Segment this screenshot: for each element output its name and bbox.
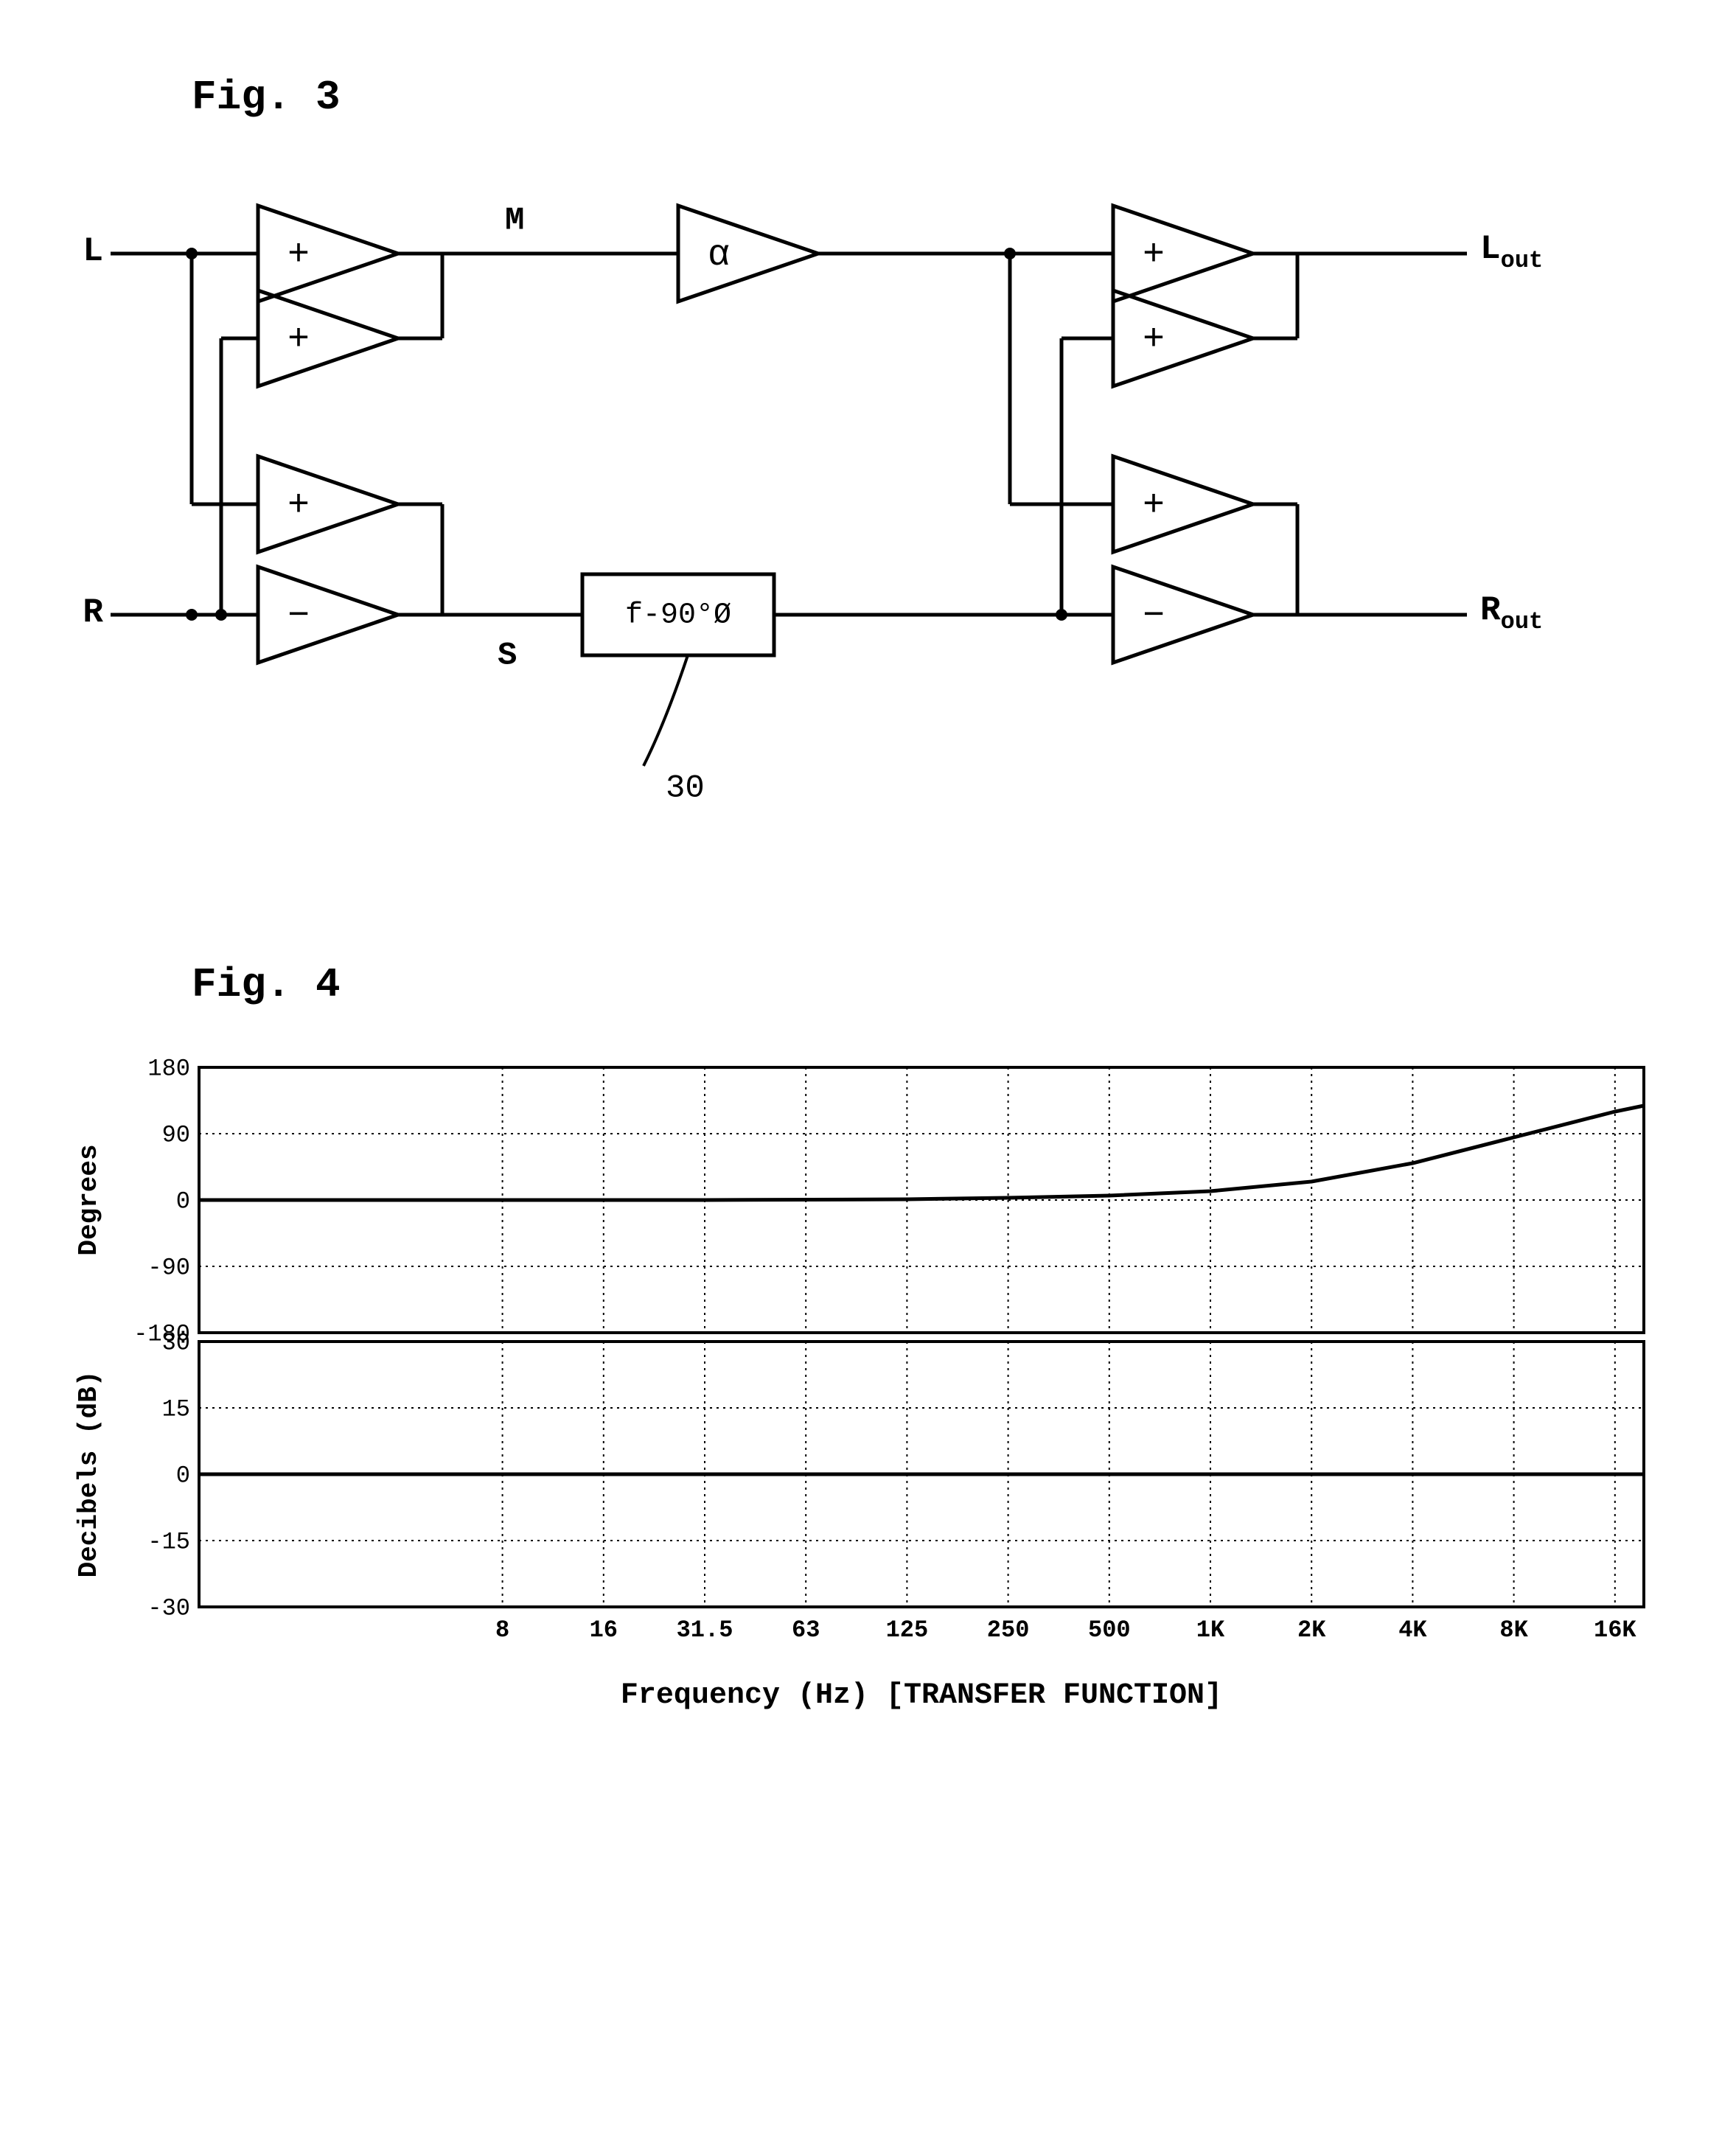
node-M: M xyxy=(505,203,524,240)
amp-out-L-top xyxy=(1113,206,1253,301)
fig3-title: Fig. 3 xyxy=(192,74,1670,121)
ytick-label: -15 xyxy=(147,1528,190,1555)
curve xyxy=(199,1106,1644,1200)
fig4-title: Fig. 4 xyxy=(192,961,1670,1008)
amp-out-R-bot xyxy=(1113,567,1253,663)
ytick-label: -90 xyxy=(147,1254,190,1281)
amp-L-plus-top xyxy=(258,206,398,301)
fig4-chart: -180-90090180Degrees-30-1501530Decibels … xyxy=(66,1053,1666,1812)
amp-L-plus-bot-label: + xyxy=(287,319,310,361)
ytick-label: -30 xyxy=(147,1594,190,1622)
ytick-label: 0 xyxy=(176,1187,190,1215)
callout-30: 30 xyxy=(666,770,705,807)
xtick-label: 63 xyxy=(792,1616,820,1644)
output-Rout: Rout xyxy=(1480,591,1543,635)
ylabel: Decibels (dB) xyxy=(74,1371,104,1578)
xtick-label: 16 xyxy=(590,1616,618,1644)
amp-alpha-label: α xyxy=(708,234,730,276)
ytick-label: 90 xyxy=(162,1121,190,1148)
ylabel: Degrees xyxy=(74,1144,104,1255)
fig3-diagram: L R + + + − M Sα f-90°Ø 30 + + + − Lout Rout xyxy=(66,165,1614,829)
xtick-label: 1K xyxy=(1196,1616,1225,1644)
xtick-label: 250 xyxy=(987,1616,1030,1644)
xtick-label: 16K xyxy=(1594,1616,1636,1644)
xtick-label: 2K xyxy=(1297,1616,1326,1644)
amp-R-plus-top xyxy=(258,456,398,552)
xtick-label: 8K xyxy=(1499,1616,1528,1644)
xtick-label: 500 xyxy=(1088,1616,1131,1644)
amp-out-R-top xyxy=(1113,456,1253,552)
node-S: S xyxy=(498,638,517,674)
amp-out-R-top-label: + xyxy=(1143,485,1165,527)
amp-L-plus-top-label: + xyxy=(287,234,310,276)
amp-out-L-top-label: + xyxy=(1143,234,1165,276)
ytick-label: 15 xyxy=(162,1395,190,1423)
ytick-label: 30 xyxy=(162,1329,190,1356)
amp-out-L-bot xyxy=(1113,290,1253,386)
xlabel: Frequency (Hz) [TRANSFER FUNCTION] xyxy=(621,1679,1222,1712)
xtick-label: 31.5 xyxy=(677,1616,733,1644)
amp-R-minus-bot xyxy=(258,567,398,663)
amp-out-L-bot-label: + xyxy=(1143,319,1165,361)
amp-L-plus-bot xyxy=(258,290,398,386)
output-Lout: Lout xyxy=(1480,230,1543,274)
xtick-label: 125 xyxy=(886,1616,929,1644)
amp-out-R-bot-label: − xyxy=(1143,596,1165,638)
input-L: L xyxy=(83,232,103,271)
filter-label: f-90°Ø xyxy=(625,599,731,632)
amp-R-plus-top-label: + xyxy=(287,485,310,527)
amp-alpha xyxy=(678,206,818,301)
xtick-label: 8 xyxy=(495,1616,509,1644)
input-R: R xyxy=(83,593,103,632)
xtick-label: 4K xyxy=(1398,1616,1427,1644)
ytick-label: 0 xyxy=(176,1462,190,1489)
ytick-label: 180 xyxy=(147,1055,190,1082)
amp-R-minus-bot-label: − xyxy=(287,596,310,638)
